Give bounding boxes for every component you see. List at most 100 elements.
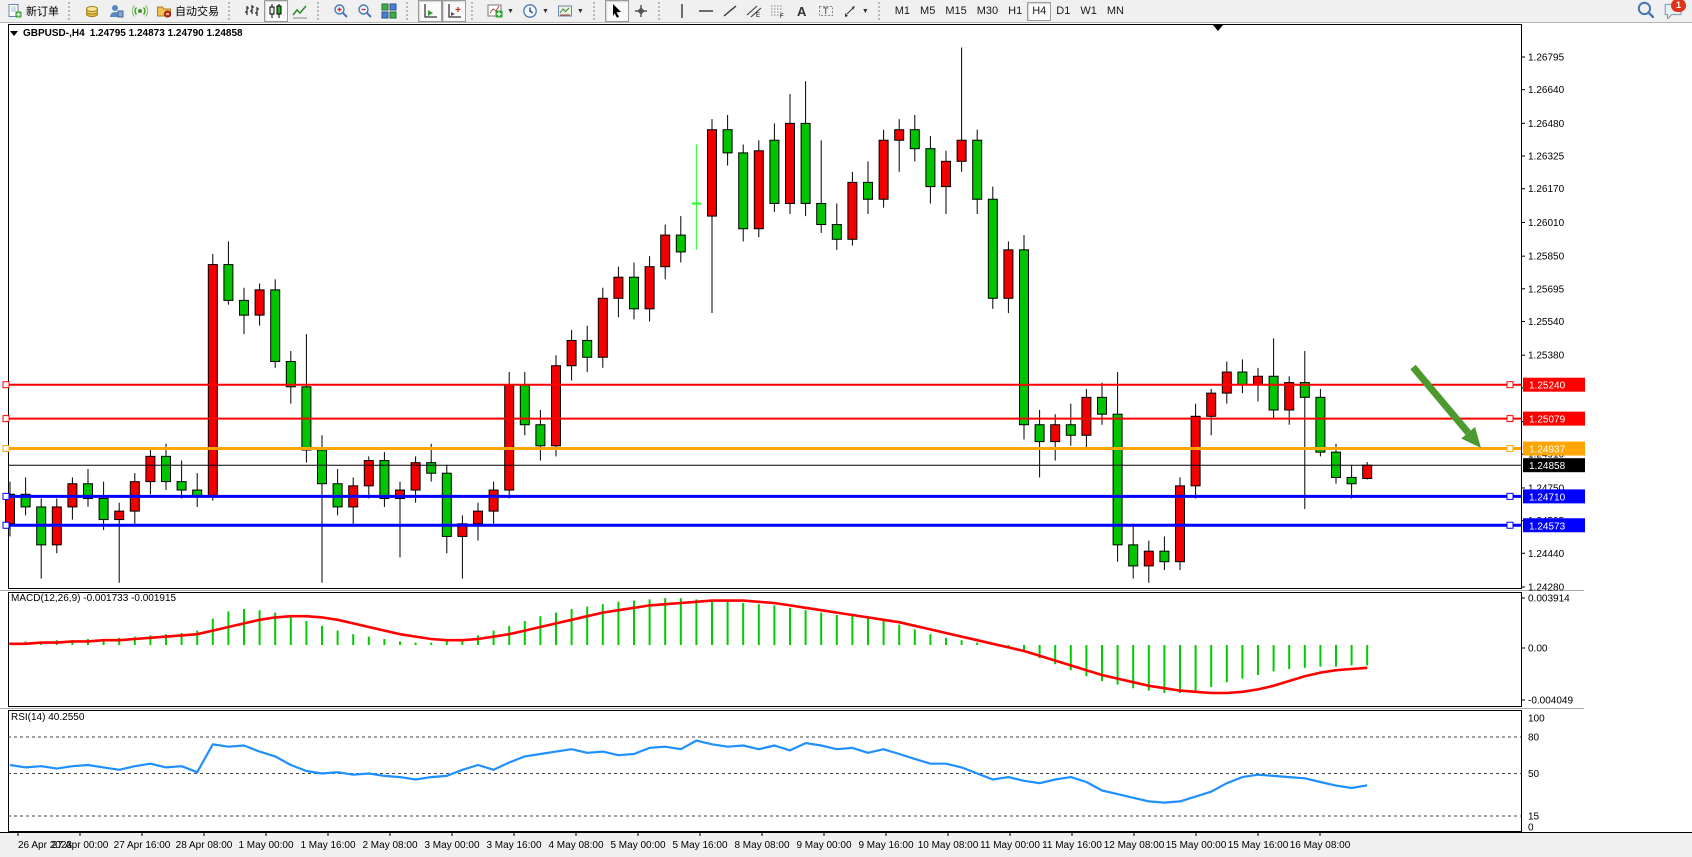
macd-name: MACD(12,26,9) xyxy=(11,593,81,604)
line-chart-icon xyxy=(292,3,308,19)
chevron-down-icon[interactable]: ▼ xyxy=(507,7,514,15)
candle-chart-button[interactable] xyxy=(264,0,288,22)
line-anchor[interactable] xyxy=(1506,381,1514,389)
svg-text:12 May 08:00: 12 May 08:00 xyxy=(1104,840,1165,851)
toolbar-group: 新订单 xyxy=(0,0,66,22)
chat-button[interactable]: 1 xyxy=(1662,0,1686,21)
svg-text:5 May 16:00: 5 May 16:00 xyxy=(672,840,727,851)
candle xyxy=(800,81,811,217)
line-anchor[interactable] xyxy=(2,492,10,500)
chevron-down-icon[interactable]: ▼ xyxy=(861,7,869,15)
chart-shift-button[interactable] xyxy=(442,0,466,22)
candle xyxy=(1019,235,1029,440)
new-order-button[interactable]: 新订单 xyxy=(3,0,63,22)
timeframe-d1[interactable]: D1 xyxy=(1056,4,1071,17)
label-button[interactable]: T xyxy=(814,0,838,22)
autoscroll-button[interactable] xyxy=(418,0,442,22)
chevron-down-icon[interactable]: ▼ xyxy=(576,7,584,15)
vline-button[interactable] xyxy=(670,0,694,22)
bar-chart-icon xyxy=(244,3,260,19)
autotrading-button[interactable]: 自动交易 xyxy=(152,0,223,22)
toolbar-separator xyxy=(68,2,75,20)
main-chart-panel[interactable] xyxy=(8,24,1522,589)
svg-text:1 May 00:00: 1 May 00:00 xyxy=(238,840,293,851)
horizontal-line-1.25240[interactable] xyxy=(2,381,1521,389)
line-chart-button[interactable] xyxy=(288,0,312,22)
line-anchor[interactable] xyxy=(2,521,10,529)
shapes-button[interactable]: ▼ xyxy=(838,0,873,22)
tile-windows-button[interactable] xyxy=(377,0,401,22)
horizontal-line-1.25079[interactable] xyxy=(2,415,1521,423)
zoom-in-button[interactable] xyxy=(329,0,353,22)
line-anchor[interactable] xyxy=(1506,521,1514,529)
search-icon[interactable] xyxy=(1636,0,1655,23)
svg-text:9 May 00:00: 9 May 00:00 xyxy=(796,840,851,851)
rsi-value: 40.2550 xyxy=(48,712,85,723)
line-anchor[interactable] xyxy=(1506,492,1514,500)
chevron-down-icon[interactable]: ▼ xyxy=(541,7,549,15)
candle xyxy=(847,171,858,246)
toolbar-separator xyxy=(406,2,413,20)
candle xyxy=(285,350,296,404)
timeframe-mn[interactable]: MN xyxy=(1106,4,1124,17)
candle xyxy=(878,129,889,208)
line-anchor[interactable] xyxy=(1506,415,1514,423)
line-anchor[interactable] xyxy=(1506,445,1514,453)
horizontal-line-1.24573[interactable] xyxy=(2,521,1521,529)
zoom-out-button[interactable] xyxy=(353,0,377,22)
channel-button[interactable]: E xyxy=(742,0,766,22)
timeframe-m5[interactable]: M5 xyxy=(920,4,936,17)
svg-text:26 Apr 2023: 26 Apr 2023 xyxy=(18,840,72,851)
trendline-button[interactable] xyxy=(718,0,742,22)
candle xyxy=(1315,388,1326,457)
cursor-button[interactable] xyxy=(604,0,629,22)
svg-text:1.26795: 1.26795 xyxy=(1528,53,1565,64)
svg-text:11 May 16:00: 11 May 16:00 xyxy=(1042,840,1102,851)
line-anchor[interactable] xyxy=(2,415,10,423)
candle xyxy=(1034,409,1045,478)
templates-button[interactable]: ▼ xyxy=(553,0,588,22)
time-axis[interactable] xyxy=(0,832,1692,857)
crosshair-button[interactable] xyxy=(629,0,653,22)
timeframe-h1[interactable]: H1 xyxy=(1008,4,1023,17)
candle xyxy=(753,140,764,238)
line-anchor[interactable] xyxy=(2,445,10,453)
fibonacci-button[interactable]: F xyxy=(766,0,790,22)
timeframe-m15[interactable]: M15 xyxy=(945,4,967,17)
deposit-button[interactable] xyxy=(80,0,104,22)
hline-button[interactable] xyxy=(694,0,718,22)
arrow-annotation[interactable] xyxy=(1410,364,1481,448)
svg-text:1.25240: 1.25240 xyxy=(1529,381,1566,392)
svg-text:1.26010: 1.26010 xyxy=(1528,218,1565,229)
timeframe-m1[interactable]: M1 xyxy=(894,4,911,17)
rsi-panel[interactable] xyxy=(8,710,1522,832)
text-button[interactable]: A xyxy=(790,0,814,22)
price-axis[interactable]: 1.26795 1.26640 1.26480 1.26325 1.26170 1.260… xyxy=(1521,53,1565,594)
candle xyxy=(441,464,452,554)
candle xyxy=(863,161,873,214)
candle xyxy=(488,481,499,524)
timeframe-w1[interactable]: W1 xyxy=(1080,4,1097,17)
horizontal-line-1.24937[interactable] xyxy=(2,445,1521,453)
periods-button[interactable]: ▼ xyxy=(518,0,553,22)
macd-panel[interactable] xyxy=(8,592,1522,707)
timeframe-m30[interactable]: M30 xyxy=(976,4,999,17)
broadcast-icon xyxy=(132,3,148,19)
broadcast-button[interactable] xyxy=(128,0,152,22)
line-anchor[interactable] xyxy=(2,381,10,389)
channel-icon: E xyxy=(746,3,762,19)
collapse-triangle-icon[interactable] xyxy=(10,31,18,36)
community-button[interactable] xyxy=(104,0,128,22)
svg-text:1.25079: 1.25079 xyxy=(1529,415,1566,426)
candle xyxy=(816,140,827,233)
toolbar: 新订单 自动交易 ▼ ▼ ▼ E F A T ▼ M1 M5 M15 M30 H1 H4 D1 W1 MN 1 xyxy=(0,0,1692,23)
candle xyxy=(566,329,577,381)
timeframe-h4[interactable]: H4 xyxy=(1027,1,1052,21)
toolbar-group: ▼ ▼ ▼ xyxy=(480,0,591,22)
community-icon xyxy=(108,3,124,19)
macd-indicator-label: MACD(12,26,9) -0.001733 -0.001915 xyxy=(11,593,176,604)
indicators-button[interactable]: ▼ xyxy=(483,0,518,22)
bar-chart-button[interactable] xyxy=(240,0,264,22)
horizontal-line-1.24710[interactable] xyxy=(2,492,1521,500)
